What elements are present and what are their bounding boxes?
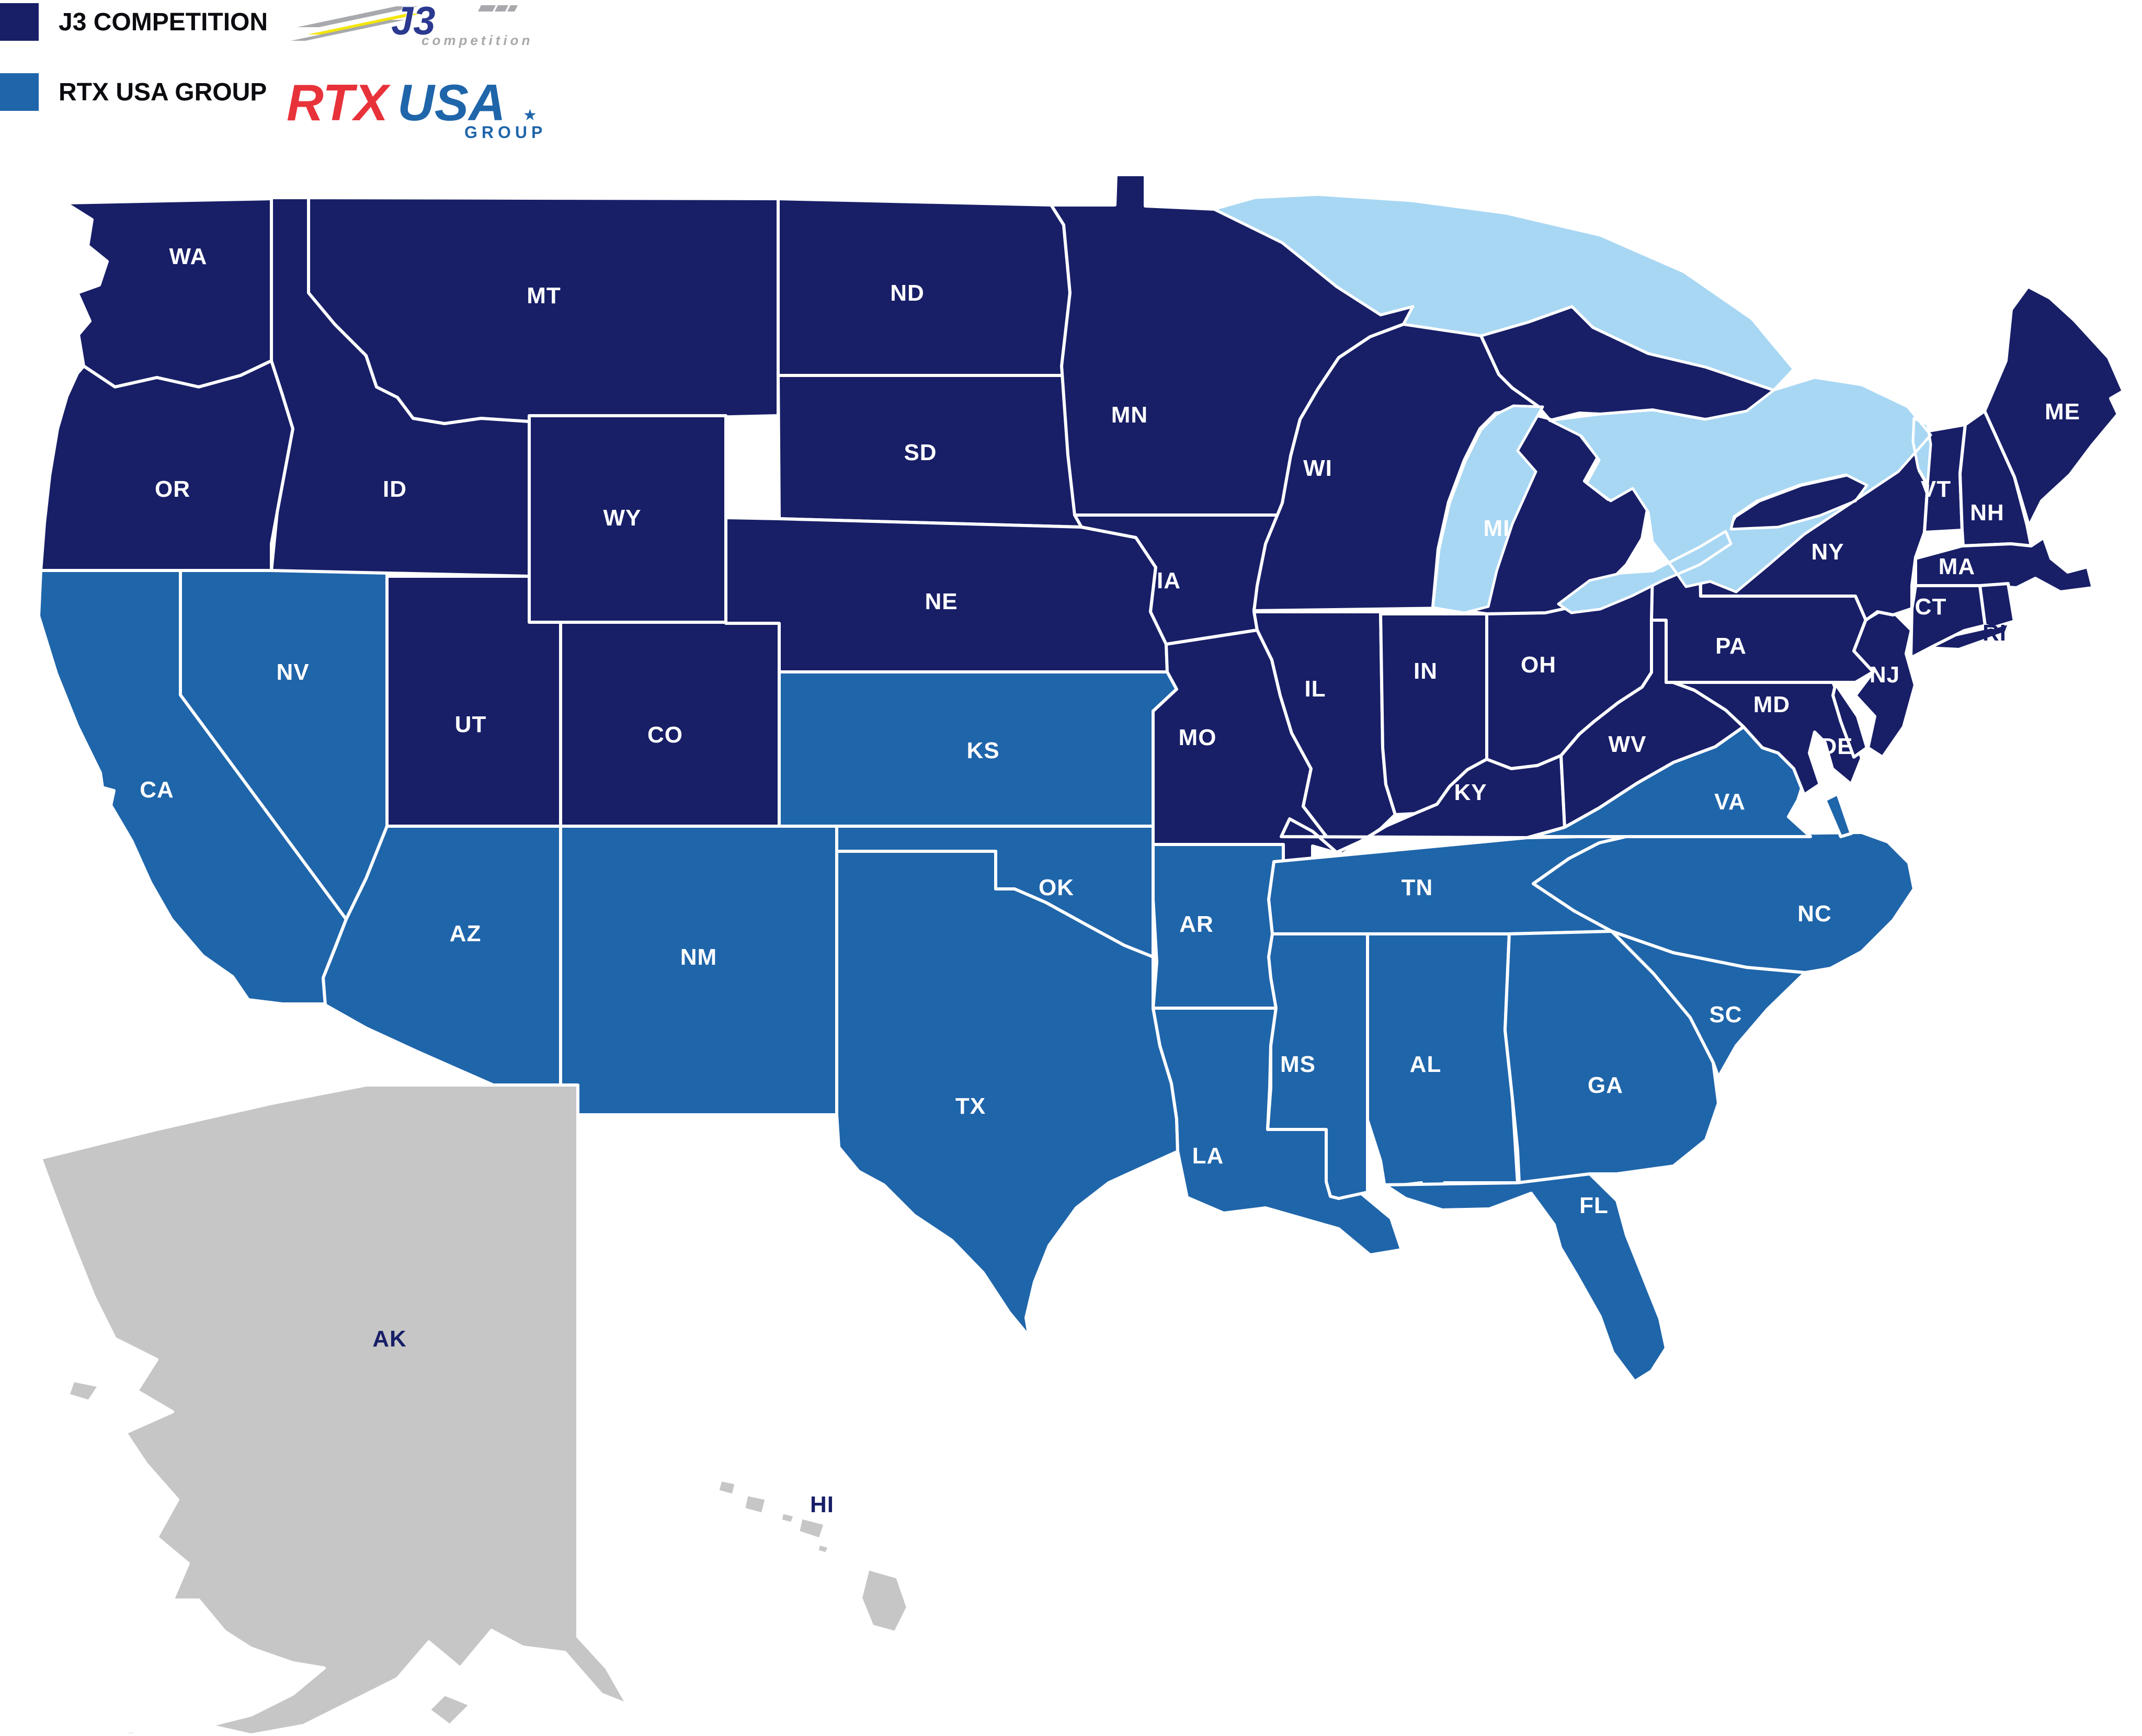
state-de[interactable] xyxy=(1831,682,1868,759)
state-label-va: VA xyxy=(1714,789,1746,815)
legend-swatch-j3 xyxy=(0,3,39,41)
state-or[interactable] xyxy=(39,359,294,572)
state-label-ak: AK xyxy=(372,1326,407,1352)
state-label-wi: WI xyxy=(1303,455,1332,481)
state-label-hi: HI xyxy=(810,1492,834,1517)
state-hi[interactable] xyxy=(716,1478,909,1634)
state-label-ar: AR xyxy=(1179,911,1214,937)
state-labels-layer: WA OR CA NV ID MT WY UT CO AZ NM ND SD N… xyxy=(140,244,2080,1517)
state-al[interactable] xyxy=(1366,932,1519,1203)
state-label-ny: NY xyxy=(1811,539,1844,565)
legend-label-j3: J3 COMPETITION xyxy=(59,8,268,36)
state-label-ms: MS xyxy=(1280,1052,1316,1077)
state-label-sc: SC xyxy=(1709,1002,1742,1027)
j3-logo-slash-2 xyxy=(495,5,508,12)
legend-item-j3: J3 COMPETITION xyxy=(0,3,268,41)
j3-logo-sub: competition xyxy=(421,32,533,48)
rtx-logo-sub: GROUP xyxy=(464,123,546,142)
state-label-la: LA xyxy=(1192,1143,1224,1169)
state-label-ky: KY xyxy=(1454,780,1487,805)
state-fl[interactable] xyxy=(1383,1172,1668,1383)
rtx-usa-group-logo: RTX USA ★ GROUP xyxy=(287,74,546,142)
state-nm[interactable] xyxy=(559,825,838,1116)
state-label-md: MD xyxy=(1753,692,1790,717)
state-label-or: OR xyxy=(155,476,190,502)
state-label-ne: NE xyxy=(925,589,958,614)
j3-competition-logo: J3 competition xyxy=(291,0,533,48)
state-label-oh: OH xyxy=(1521,652,1556,678)
state-label-co: CO xyxy=(647,722,683,748)
state-label-ut: UT xyxy=(455,712,487,737)
state-label-ct: CT xyxy=(1915,594,1947,620)
rtx-logo-word1: RTX xyxy=(287,74,391,131)
state-wa[interactable] xyxy=(64,197,273,389)
state-label-nh: NH xyxy=(1970,500,2004,526)
state-tx[interactable] xyxy=(835,850,1179,1338)
state-label-wa: WA xyxy=(169,244,208,269)
state-label-il: IL xyxy=(1304,676,1326,702)
state-label-vt: VT xyxy=(1921,476,1951,502)
states-layer xyxy=(37,173,2125,1736)
state-label-fl: FL xyxy=(1579,1193,1609,1218)
state-label-al: AL xyxy=(1410,1052,1442,1077)
state-label-mo: MO xyxy=(1179,725,1217,750)
state-label-sd: SD xyxy=(904,440,937,465)
state-label-in: IN xyxy=(1414,658,1438,684)
state-label-de: DE xyxy=(1820,734,1853,759)
j3-logo-swoosh-gray xyxy=(297,6,418,27)
state-label-tn: TN xyxy=(1402,875,1433,900)
state-ak[interactable] xyxy=(39,1083,629,1736)
state-label-mi: MI xyxy=(1484,516,1510,541)
state-me[interactable] xyxy=(1983,285,2125,528)
legend-label-rtx: RTX USA GROUP xyxy=(59,78,267,106)
state-label-id: ID xyxy=(383,476,407,502)
state-label-ri: RI xyxy=(1983,620,2007,646)
state-label-nm: NM xyxy=(680,944,717,970)
j3-logo-mark: J3 xyxy=(391,0,436,43)
state-label-me: ME xyxy=(2045,399,2080,425)
legend: J3 COMPETITION RTX USA GROUP J3 competit… xyxy=(0,0,546,142)
state-label-ia: IA xyxy=(1157,568,1181,593)
state-label-ok: OK xyxy=(1039,875,1074,900)
state-label-ks: KS xyxy=(966,738,999,763)
state-label-pa: PA xyxy=(1715,633,1747,659)
state-label-nj: NJ xyxy=(1870,662,1900,688)
state-label-mn: MN xyxy=(1111,402,1148,428)
rtx-logo-word2: USA xyxy=(397,74,506,131)
j3-logo-swoosh-gray2 xyxy=(291,20,405,41)
j3-logo-slash-1 xyxy=(478,5,496,12)
state-label-nc: NC xyxy=(1797,901,1832,927)
state-label-tx: TX xyxy=(955,1093,986,1119)
legend-item-rtx: RTX USA GROUP xyxy=(0,73,267,111)
j3-logo-swoosh-yellow xyxy=(307,14,421,35)
state-label-mt: MT xyxy=(527,283,561,309)
legend-swatch-rtx xyxy=(0,73,39,111)
state-label-wv: WV xyxy=(1609,732,1647,757)
state-label-ca: CA xyxy=(140,777,174,803)
state-label-ga: GA xyxy=(1588,1072,1623,1098)
state-mt[interactable] xyxy=(307,196,780,425)
state-label-az: AZ xyxy=(450,921,482,946)
state-md[interactable] xyxy=(1665,678,1863,796)
state-ms[interactable] xyxy=(1266,932,1369,1200)
state-label-nd: ND xyxy=(890,280,925,306)
state-ri[interactable] xyxy=(1978,582,2016,629)
state-label-wy: WY xyxy=(603,505,642,531)
j3-logo-slash-3 xyxy=(507,5,518,12)
state-label-ma: MA xyxy=(1939,554,1975,579)
great-lakes xyxy=(1213,193,1932,614)
state-label-nv: NV xyxy=(276,659,309,685)
rtx-logo-star: ★ xyxy=(523,107,537,124)
